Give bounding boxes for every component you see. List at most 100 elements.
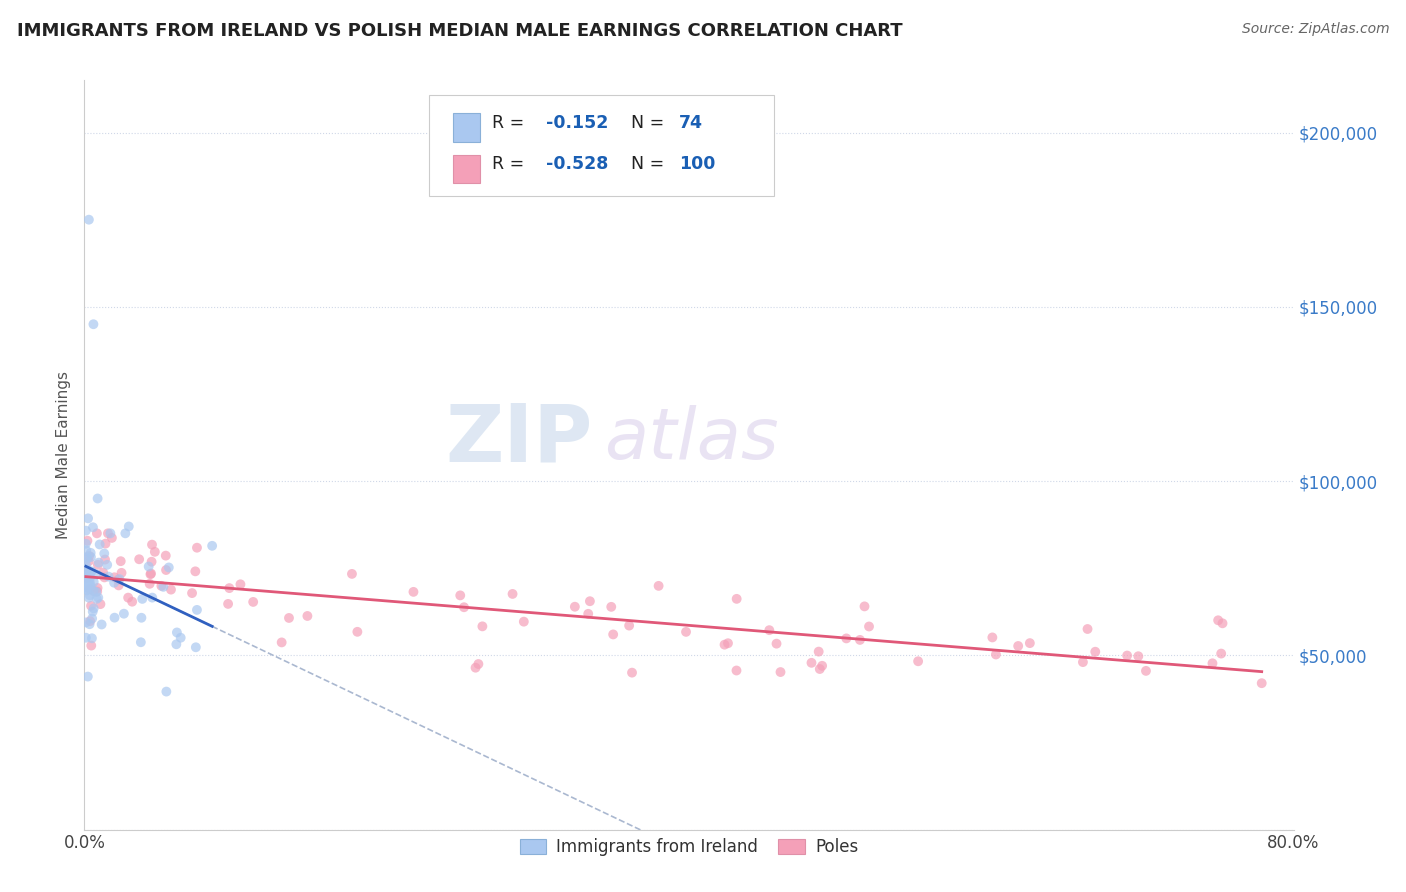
Point <box>165 637 187 651</box>
Point <box>453 600 475 615</box>
Point <box>1201 657 1223 671</box>
Point <box>117 591 139 605</box>
Point <box>765 637 787 651</box>
Point <box>346 624 368 639</box>
Point <box>402 585 425 599</box>
Point <box>77 511 100 525</box>
Point <box>82 611 104 625</box>
Text: N =: N = <box>631 114 669 132</box>
Point <box>579 594 602 608</box>
Point <box>89 537 111 551</box>
Point <box>1018 636 1040 650</box>
Point <box>83 574 105 589</box>
Point <box>110 566 132 580</box>
Y-axis label: Median Male Earnings: Median Male Earnings <box>56 371 72 539</box>
Point <box>94 536 117 550</box>
Text: -0.528: -0.528 <box>547 155 609 173</box>
Point <box>186 603 208 617</box>
Point <box>82 520 104 534</box>
Point <box>75 569 97 583</box>
Point <box>86 581 108 595</box>
Point <box>769 665 792 679</box>
Point <box>112 607 135 621</box>
Point <box>170 631 193 645</box>
Point <box>76 533 98 548</box>
Point <box>75 524 97 538</box>
Point <box>155 549 177 563</box>
Point <box>1076 622 1098 636</box>
FancyBboxPatch shape <box>453 113 479 142</box>
Point <box>141 591 163 605</box>
Point <box>155 684 177 698</box>
Point <box>80 639 103 653</box>
Point <box>150 579 173 593</box>
Point <box>717 636 740 650</box>
Point <box>79 588 101 602</box>
Point <box>80 565 103 579</box>
Point <box>121 595 143 609</box>
Text: atlas: atlas <box>605 406 779 475</box>
Point <box>600 599 623 614</box>
Point <box>118 519 141 533</box>
Point <box>564 599 586 614</box>
Point <box>811 658 834 673</box>
Point <box>758 623 780 637</box>
Point <box>77 212 100 227</box>
Point <box>138 576 160 591</box>
Point <box>139 566 162 581</box>
Point <box>201 539 224 553</box>
Point <box>76 571 98 585</box>
Point <box>86 584 108 599</box>
Point <box>808 662 831 676</box>
Point <box>725 591 748 606</box>
Point <box>77 554 100 568</box>
FancyBboxPatch shape <box>429 95 773 196</box>
Point <box>108 572 131 586</box>
Point <box>141 538 163 552</box>
Point <box>75 537 97 551</box>
Point <box>77 591 100 605</box>
Point <box>93 570 115 584</box>
Point <box>131 611 153 625</box>
Point <box>75 581 97 595</box>
Point <box>75 572 97 586</box>
Point <box>87 591 110 605</box>
Point <box>82 605 104 619</box>
Point <box>89 597 111 611</box>
Point <box>907 654 929 668</box>
Point <box>90 617 112 632</box>
Point <box>800 656 823 670</box>
Point <box>103 570 125 584</box>
Point <box>75 631 97 645</box>
Point <box>76 669 98 683</box>
Point <box>86 491 108 506</box>
Point <box>1206 613 1229 627</box>
Point <box>76 552 98 566</box>
Point <box>96 558 118 572</box>
Point <box>80 549 103 564</box>
Point <box>464 661 486 675</box>
Point <box>647 579 669 593</box>
Point <box>849 632 872 647</box>
Point <box>166 625 188 640</box>
Point <box>513 615 536 629</box>
Point <box>131 591 153 606</box>
Text: ZIP: ZIP <box>444 401 592 479</box>
Point <box>1211 616 1233 631</box>
Point <box>576 607 599 621</box>
Point <box>77 549 100 563</box>
Point <box>621 665 644 680</box>
Point <box>217 597 239 611</box>
Point <box>1116 648 1139 663</box>
Point <box>75 580 97 594</box>
Point <box>471 619 494 633</box>
Point <box>84 585 107 599</box>
Text: N =: N = <box>631 155 669 173</box>
Point <box>76 583 98 598</box>
Point <box>79 571 101 585</box>
Point <box>77 564 100 578</box>
Point <box>79 546 101 560</box>
Text: -0.152: -0.152 <box>547 114 609 132</box>
Point <box>76 577 98 591</box>
Point <box>100 526 122 541</box>
